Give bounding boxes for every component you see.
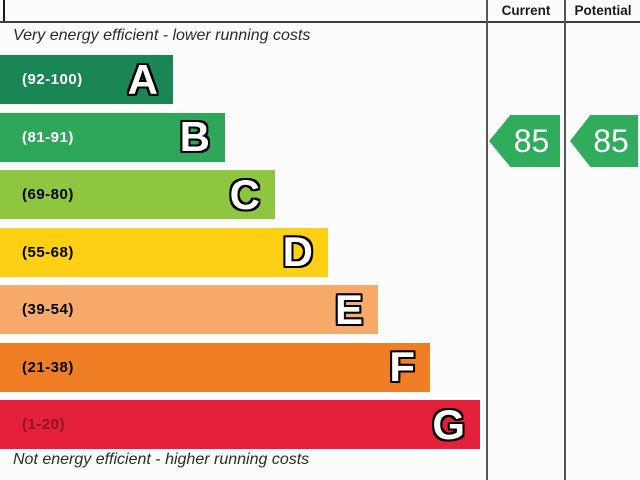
- potential-column-divider: [564, 0, 566, 480]
- band-row: (92-100) A: [0, 55, 173, 104]
- band-letter: C: [229, 170, 260, 218]
- band-letter: G: [432, 400, 465, 448]
- band-letter: A: [127, 55, 158, 103]
- band-range-label: (1-20): [22, 416, 66, 433]
- band-letter: B: [179, 113, 210, 160]
- band-letter: E: [334, 285, 363, 333]
- potential-rating-arrow: 85: [570, 115, 638, 167]
- band-range-label: (81-91): [22, 128, 74, 146]
- band-letter: D: [282, 228, 313, 275]
- band-row: (81-91) B: [0, 112, 225, 162]
- current-column-header: Current: [501, 3, 551, 18]
- band-row: (1-20) G: [0, 400, 480, 449]
- band-range-label: (21-38): [22, 358, 74, 376]
- potential-column-header: Potential: [574, 3, 632, 18]
- band-range-label: (39-54): [22, 301, 74, 318]
- band-row: (55-68) D: [0, 227, 328, 277]
- left-border-tick: [3, 0, 5, 21]
- bottom-caption: Not energy efficient - higher running co…: [13, 451, 310, 468]
- band-row: (39-54) E: [0, 285, 378, 334]
- band-range-label: (55-68): [22, 243, 74, 261]
- current-column-divider: [486, 0, 488, 480]
- band-range-label: (92-100): [22, 71, 83, 88]
- current-rating-arrow: 85: [489, 115, 560, 167]
- header-divider-line: [0, 21, 640, 23]
- potential-rating-value: 85: [593, 123, 629, 159]
- band-row: (69-80) C: [0, 170, 275, 219]
- top-caption: Very energy efficient - lower running co…: [13, 27, 311, 44]
- band-range-label: (69-80): [22, 186, 74, 203]
- band-row: (21-38) F: [0, 342, 430, 392]
- band-letter: F: [389, 343, 415, 390]
- current-rating-value: 85: [513, 123, 550, 159]
